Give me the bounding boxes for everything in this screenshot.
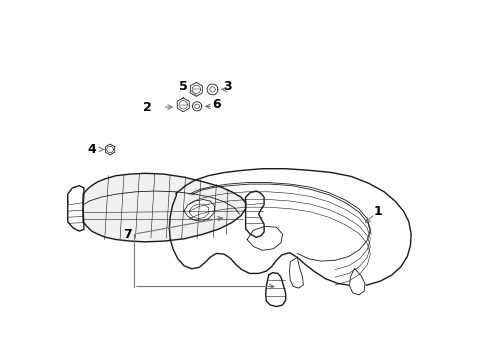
Text: 3: 3 <box>223 80 232 93</box>
Polygon shape <box>177 98 189 112</box>
Polygon shape <box>289 257 303 288</box>
Polygon shape <box>207 84 218 95</box>
Polygon shape <box>169 169 410 286</box>
Polygon shape <box>245 191 264 237</box>
Polygon shape <box>349 269 364 295</box>
Polygon shape <box>190 82 202 96</box>
Text: 2: 2 <box>142 100 151 114</box>
Text: 4: 4 <box>87 143 96 156</box>
Text: 7: 7 <box>122 228 131 240</box>
Text: 6: 6 <box>212 98 220 111</box>
Polygon shape <box>105 144 115 155</box>
Polygon shape <box>68 186 84 231</box>
Polygon shape <box>183 199 214 221</box>
Polygon shape <box>246 226 282 250</box>
Polygon shape <box>83 173 245 242</box>
Polygon shape <box>265 273 285 307</box>
Polygon shape <box>192 102 202 111</box>
Text: 5: 5 <box>179 80 187 93</box>
Text: 1: 1 <box>373 204 382 217</box>
